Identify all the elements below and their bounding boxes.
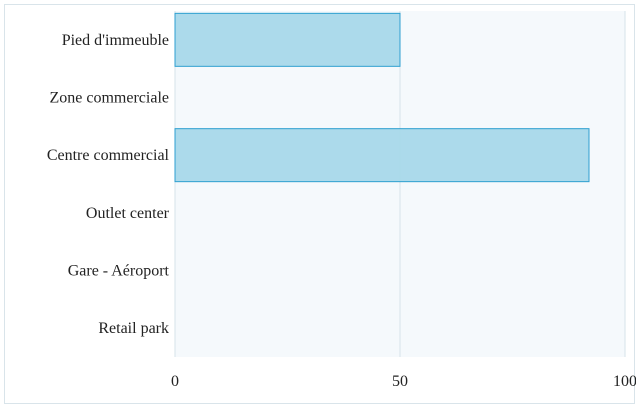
- bars: [174, 12, 590, 183]
- category-labels: Pied d'immeuble Zone commerciale Centre co…: [47, 32, 170, 337]
- x-tick-label: 50: [392, 373, 408, 390]
- bar: [174, 12, 401, 67]
- category-label: Gare - Aéroport: [68, 263, 170, 280]
- bar: [174, 128, 590, 183]
- category-label: Retail park: [98, 320, 169, 337]
- bar-chart: Pied d'immeuble Zone commerciale Centre co…: [47, 11, 636, 390]
- category-label: Zone commerciale: [50, 90, 170, 107]
- chart-frame: Pied d'immeuble Zone commerciale Centre co…: [4, 4, 636, 404]
- x-tick-label: 100: [613, 373, 636, 390]
- x-tick-labels: 0 50 100: [171, 373, 636, 390]
- grid-lines: [174, 11, 626, 357]
- category-label: Centre commercial: [47, 147, 170, 164]
- category-label: Outlet center: [86, 205, 170, 222]
- category-label: Pied d'immeuble: [62, 32, 169, 49]
- x-tick-label: 0: [171, 373, 179, 390]
